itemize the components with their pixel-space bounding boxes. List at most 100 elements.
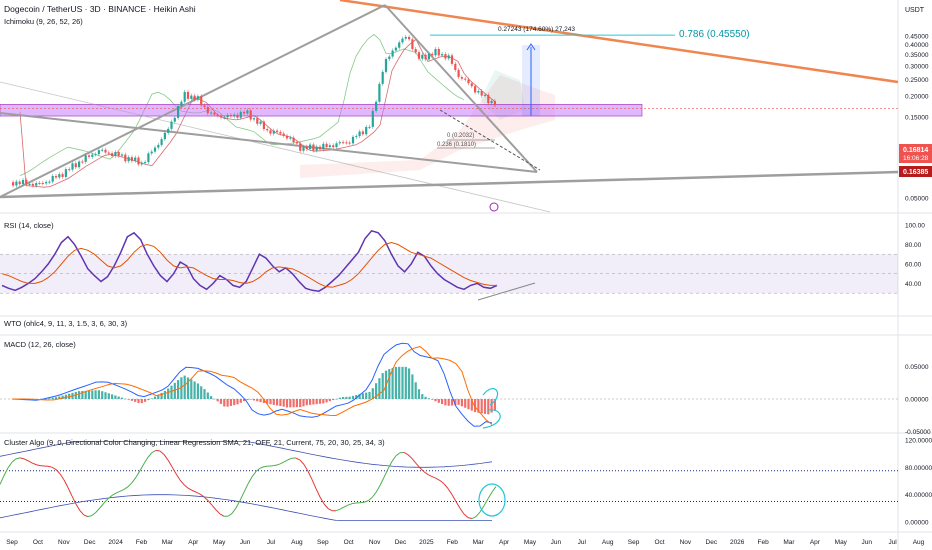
cluster-oscillator-segment (235, 500, 241, 509)
candle (223, 117, 226, 119)
rsi-tick-label: 40.00 (905, 281, 922, 288)
candle (256, 118, 259, 124)
candle (309, 144, 312, 149)
macd-histogram-bar (295, 399, 298, 408)
macd-histogram-bar (269, 399, 272, 405)
cluster-oscillator-segment (451, 494, 457, 502)
cluster-oscillator-segment (63, 479, 69, 488)
time-tick-label: Nov (369, 539, 381, 546)
cluster-oscillator-segment (11, 458, 17, 463)
cluster-oscillator-segment (23, 458, 29, 462)
candle (196, 96, 199, 100)
macd-histogram-bar (219, 399, 223, 404)
macd-histogram-bar (130, 399, 133, 401)
candle (289, 137, 292, 139)
macd-histogram-bar (358, 394, 361, 399)
time-tick-label: Sep (628, 539, 640, 546)
macd-histogram-bar (325, 399, 328, 403)
macd-histogram-bar (190, 379, 193, 399)
cluster-oscillator-segment (347, 503, 353, 506)
macd-histogram-bar (398, 366, 401, 399)
cluster-oscillator-segment (471, 516, 477, 519)
cluster-oscillator-segment (175, 473, 181, 481)
macd-histogram-bar (259, 399, 262, 403)
cluster-oscillator-segment (123, 486, 129, 490)
macd-histogram-bar (243, 399, 246, 402)
ichimoku-legend[interactable]: Ichimoku (9, 26, 52, 26) (4, 17, 83, 26)
time-tick-label: Oct (33, 539, 43, 546)
cluster-oscillator-segment (119, 488, 125, 492)
candle (87, 155, 91, 157)
fib-level-236: 0.236 (0.1810) (437, 142, 476, 148)
candle (318, 146, 322, 150)
macd-histogram-bar (388, 369, 391, 399)
candle (351, 136, 355, 144)
candle (299, 143, 302, 151)
time-tick-label: Feb (447, 539, 459, 546)
candle (15, 181, 18, 186)
candle (173, 117, 176, 122)
cluster-oscillator-segment (407, 454, 413, 459)
macd-histogram-bar (91, 390, 94, 399)
cluster-oscillator-segment (131, 476, 137, 483)
macd-histogram-bar (256, 399, 259, 402)
macd-histogram-bar (493, 399, 496, 411)
candle (414, 49, 417, 53)
time-tick-label: Nov (58, 539, 70, 546)
cluster-oscillator-segment (163, 454, 169, 461)
macd-histogram-bar (332, 399, 335, 401)
cluster-oscillator-segment (195, 491, 201, 495)
candle (355, 136, 358, 138)
macd-legend[interactable]: MACD (12, 26, close) (4, 340, 76, 349)
cluster-oscillator-segment (107, 495, 113, 500)
time-tick-label: Dec (84, 539, 96, 546)
time-tick-label: 2026 (730, 539, 745, 546)
candle (177, 105, 180, 118)
time-tick-label: 2025 (419, 539, 434, 546)
candle (48, 181, 51, 183)
wto-legend[interactable]: WTO (ohlc4, 9, 11, 3, 1.5, 3, 6, 30, 3) (4, 319, 128, 328)
candle (322, 143, 325, 150)
rsi-legend[interactable]: RSI (14, close) (4, 221, 54, 230)
candle (454, 63, 457, 70)
candle (285, 135, 289, 139)
candle (305, 146, 308, 149)
macd-histogram-bar (216, 399, 219, 402)
macd-histogram-bar (140, 399, 143, 404)
macd-signal-line (12, 346, 493, 425)
cluster-oscillator-segment (135, 470, 141, 478)
macd-histogram-bar (45, 398, 48, 400)
time-tick-label: Sep (6, 539, 18, 546)
candle (361, 131, 364, 135)
cluster-oscillator-segment (227, 512, 233, 517)
candle (401, 38, 404, 43)
candle (58, 174, 61, 178)
candle (233, 114, 236, 117)
candle (91, 154, 94, 157)
cluster-oscillator-segment (151, 449, 157, 454)
symbol-title[interactable]: Dogecoin / TetherUS · 3D · BINANCE · Hei… (4, 4, 196, 14)
cluster-oscillator-segment (155, 449, 161, 452)
cluster-oscillator-segment (487, 491, 493, 500)
cluster-legend[interactable]: Cluster Algo (9, 0, Directional Color Ch… (4, 438, 385, 447)
support-zone-rect (0, 104, 643, 117)
macd-histogram-bar (236, 399, 239, 405)
cluster-highlight-ellipse (478, 483, 506, 517)
macd-histogram-bar (193, 381, 196, 399)
macd-histogram-bar (417, 389, 421, 399)
price-tick-label: 0.05000 (905, 196, 929, 203)
low-price-tag (899, 166, 932, 177)
time-tick-label: Mar (783, 539, 795, 546)
time-tick-label: Jun (240, 539, 251, 546)
macd-histogram-bar (312, 399, 315, 405)
long-support-line (0, 170, 899, 199)
candle (388, 56, 391, 59)
macd-histogram-bar (266, 399, 269, 404)
macd-histogram-bar (81, 390, 84, 399)
price-tick-label: 0.40000 (905, 42, 929, 49)
candle (266, 129, 269, 131)
candle (229, 114, 232, 117)
time-tick-label: Apr (810, 539, 821, 546)
cluster-oscillator-segment (19, 457, 25, 460)
